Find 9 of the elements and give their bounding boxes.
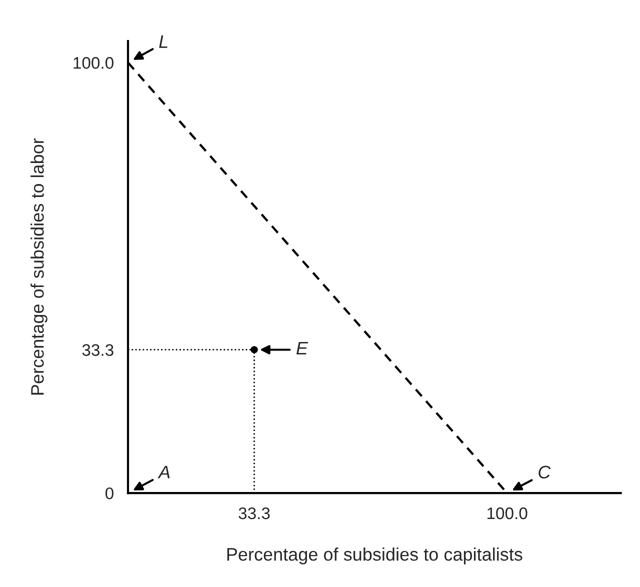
x-axis-title: Percentage of subsidies to capitalists [227, 548, 522, 564]
y-axis-title: Percentage of subsidies to labor [30, 138, 48, 395]
y-tick-label: 0 [105, 487, 114, 500]
y-tick-label: 100.0 [74, 57, 114, 69]
annotation: A [158, 466, 170, 478]
annotation: L [159, 35, 168, 48]
y-tick-label: 33.3 [82, 344, 114, 356]
annotation: E [296, 342, 308, 354]
annotation: C [538, 466, 551, 478]
